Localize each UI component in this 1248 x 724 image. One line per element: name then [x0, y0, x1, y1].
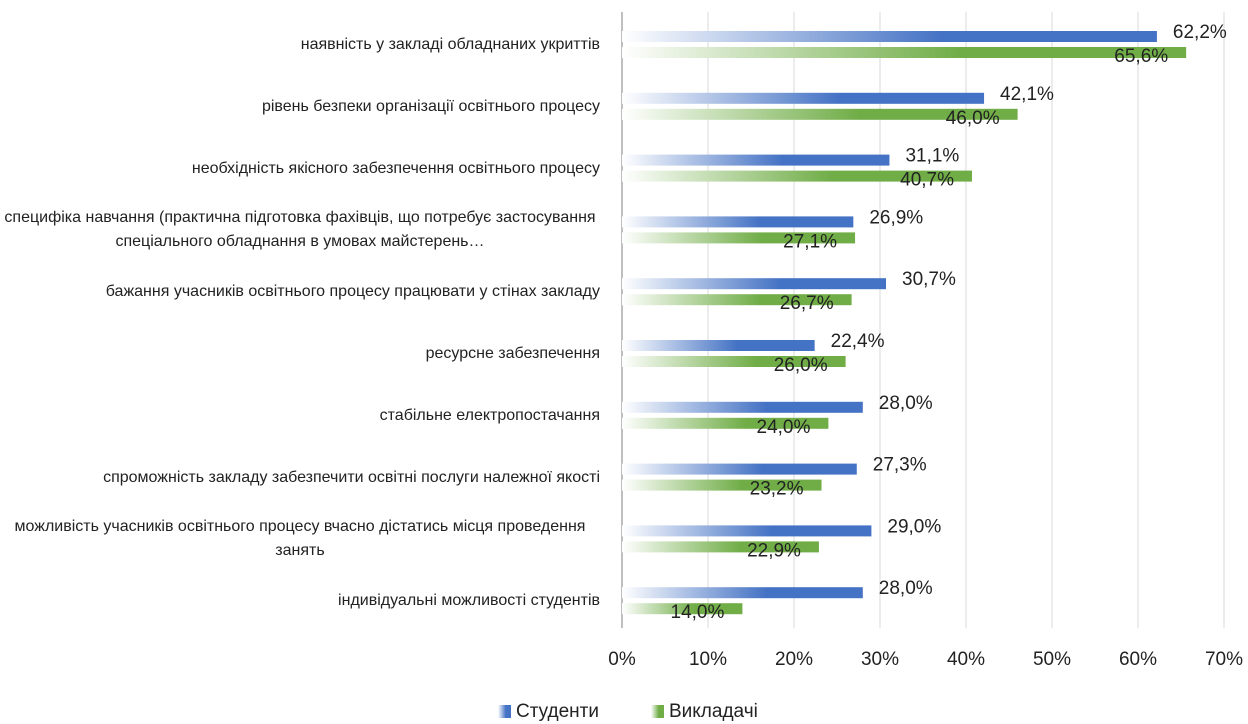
bar: [622, 154, 890, 166]
data-label: 29,0%: [887, 516, 941, 537]
bar: [622, 463, 857, 475]
x-tick-label: 30%: [861, 649, 899, 670]
bar: [622, 587, 863, 599]
bar: [622, 525, 872, 537]
data-label: 26,0%: [774, 355, 828, 376]
x-tick-label: 0%: [608, 649, 636, 670]
data-label: 30,7%: [902, 269, 956, 290]
bar: [622, 31, 1157, 42]
data-label: 46,0%: [946, 108, 1000, 129]
x-tick-label: 20%: [775, 649, 813, 670]
bar: [622, 278, 887, 290]
bar: [622, 108, 1018, 120]
bar: [622, 47, 1187, 58]
data-label: 24,0%: [757, 417, 811, 438]
bar: [622, 541, 819, 553]
bar: [622, 232, 856, 244]
category-label: спроможність закладу забезпечити освітні…: [103, 468, 600, 486]
data-label: 40,7%: [900, 170, 954, 191]
bar: [622, 216, 854, 228]
data-label: 65,6%: [1114, 46, 1168, 67]
legend-swatch: [651, 705, 664, 718]
category-label: специфіка навчання (практична підготовка…: [4, 209, 596, 251]
data-label: 23,2%: [750, 479, 804, 500]
bar: [622, 417, 829, 429]
data-label: 42,1%: [1000, 84, 1054, 105]
category-label: стабільне електропостачання: [379, 406, 600, 424]
bar: [622, 401, 863, 413]
data-label: 26,7%: [780, 293, 834, 314]
legend-label: Студенти: [516, 701, 599, 722]
data-label: 14,0%: [671, 602, 725, 623]
data-label: 28,0%: [879, 578, 933, 599]
x-tick-label: 60%: [1119, 649, 1157, 670]
data-label: 27,1%: [783, 231, 837, 252]
bar: [622, 170, 973, 182]
bar: [622, 479, 822, 491]
bar: [622, 356, 846, 367]
data-label: 62,2%: [1173, 22, 1227, 43]
data-label: 22,9%: [747, 540, 801, 561]
x-tick-label: 10%: [689, 649, 727, 670]
category-label: необхідність якісного забезпечення освіт…: [191, 159, 600, 177]
data-label: 28,0%: [879, 393, 933, 414]
bar: [622, 92, 985, 104]
bar: [622, 340, 815, 351]
data-label: 27,3%: [873, 455, 927, 476]
bar: [622, 294, 852, 306]
category-label: індивідуальні можливості студентів: [338, 592, 600, 610]
legend-swatch: [498, 705, 511, 718]
data-label: 22,4%: [831, 331, 885, 352]
bar: [622, 603, 743, 615]
data-label: 31,1%: [905, 146, 959, 167]
x-tick-label: 70%: [1205, 649, 1243, 670]
category-label: бажання учасників освітнього процесу пра…: [105, 283, 600, 301]
legend-label: Викладачі: [669, 701, 758, 722]
category-label: наявність у закладі обладнаних укриттів: [300, 36, 600, 53]
x-tick-label: 40%: [947, 649, 985, 670]
x-tick-label: 50%: [1033, 649, 1071, 670]
category-label: ресурсне забезпечення: [425, 345, 600, 362]
category-label: рівень безпеки організації освітнього пр…: [261, 97, 600, 115]
data-label: 26,9%: [869, 207, 923, 228]
category-label: можливість учасників освітнього процесу …: [14, 518, 586, 560]
